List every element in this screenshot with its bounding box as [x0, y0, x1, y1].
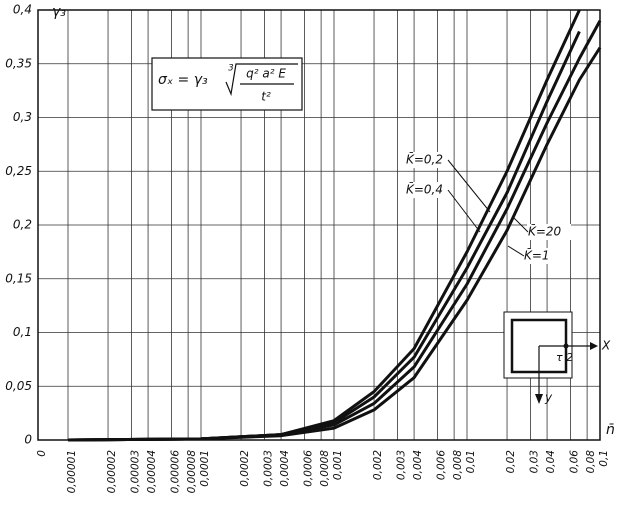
series-label: K̄=20: [528, 224, 562, 238]
x-tick-label: 0,01: [465, 450, 477, 473]
inset-point-label: τ 2: [556, 351, 573, 364]
x-tick-label: 0,0003: [262, 450, 274, 487]
radical: [225, 63, 298, 97]
x-tick-label: 0,00003: [129, 450, 141, 493]
inset-y-label: y: [544, 391, 553, 405]
x-tick-label: 0,08: [585, 450, 597, 474]
x-tick-label: 0,02: [505, 450, 517, 474]
x-tick-label: 0,0008: [319, 450, 331, 487]
inset-point: [563, 343, 569, 349]
series-label: K̄=0,2: [406, 152, 443, 166]
y-tick-label: 0,3: [13, 110, 32, 124]
x-tick-label: 0: [36, 450, 48, 457]
x-tick-label: 0,008: [452, 450, 464, 480]
x-tick-label: 0,00002: [106, 450, 118, 494]
y-tick-label: 0,2: [13, 218, 32, 232]
x-tick-label: 0,0006: [302, 450, 314, 487]
y-tick-label: 0,4: [13, 3, 32, 17]
plot-frame: [37, 9, 601, 441]
leader-line: [513, 217, 529, 233]
x-tick-label: 0,006: [435, 450, 447, 480]
leader-line: [447, 189, 481, 233]
x-tick-label: 0,06: [568, 450, 580, 474]
formula-denominator: t²: [261, 90, 271, 104]
x-tick-label: 0,0002: [239, 450, 251, 487]
series-label: K̄=0,4: [406, 182, 443, 196]
label-bg: [405, 152, 449, 168]
inset: X y τ 2: [503, 311, 611, 405]
leader-line: [507, 245, 525, 257]
x-tick-label: 0,04: [545, 450, 557, 473]
x-tick-label: 0,0004: [279, 450, 291, 487]
inset-x-arrow: [590, 342, 598, 350]
y-tick-label: 0: [24, 433, 32, 447]
y-tick-label: 0,35: [5, 56, 32, 70]
x-tick-label: 0,00001: [66, 450, 78, 493]
series-label: K̄=1: [524, 248, 550, 262]
x-tick-label: 0,004: [412, 450, 424, 480]
y-tick-label: 0,25: [5, 164, 32, 178]
label-bg: [523, 248, 567, 264]
curve: [67, 46, 602, 442]
formula-root-index: 3: [228, 64, 234, 74]
y-tick-label: 0,1: [13, 325, 32, 339]
inset-x-label: X: [601, 339, 611, 353]
x-tick-label: 0,001: [332, 450, 344, 480]
y-tick-label: 0,15: [5, 271, 32, 285]
label-bg: [405, 182, 449, 198]
x-tick-label: 0,00006: [169, 450, 181, 494]
y-tick-label: 0,05: [5, 379, 32, 393]
x-tick-label: 0,00008: [186, 450, 198, 494]
leader-line: [447, 159, 491, 213]
x-tick-label: 0,0001: [199, 450, 211, 487]
x-tick-label: 0,002: [372, 450, 384, 480]
inset-y-arrow: [535, 394, 543, 404]
formula-lhs: σₓ = γ₃: [158, 72, 208, 88]
x-tick-label: 0,003: [395, 450, 407, 480]
x-tick-label: 0,1: [598, 450, 610, 467]
x-axis-label: n̄: [606, 422, 615, 438]
y-axis-label: γ₃: [52, 4, 66, 20]
x-tick-label: 0,00004: [146, 450, 158, 493]
x-tick-label: 0,03: [528, 450, 540, 473]
label-bg: [527, 224, 571, 240]
formula: σₓ = γ₃ 3 q² a² E t²: [151, 57, 303, 111]
inset-box: [503, 311, 573, 379]
formula-numerator: q² a² E: [246, 67, 286, 81]
